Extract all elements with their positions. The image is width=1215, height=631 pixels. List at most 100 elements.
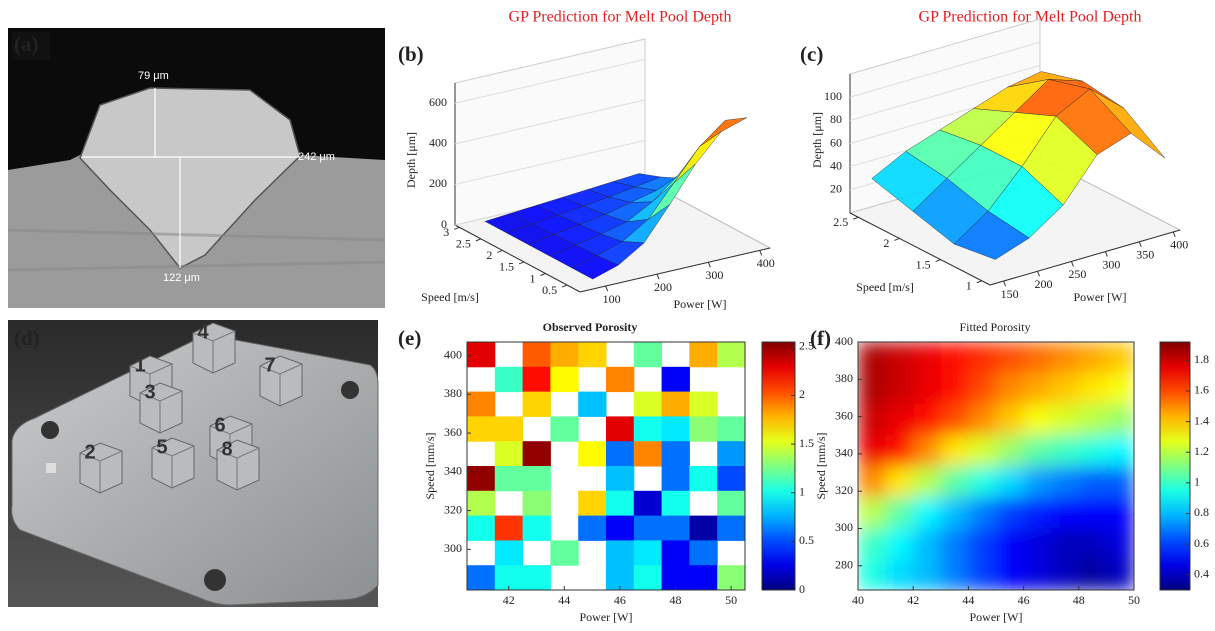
- colorbar-tick-label: 1.8: [1194, 352, 1209, 366]
- heatmap-cell: [940, 528, 969, 560]
- heatmap-cell: [1023, 404, 1052, 436]
- z-tick-label: 20: [830, 182, 842, 196]
- heatmap-cell: [1051, 404, 1080, 436]
- z-tick-label: 200: [429, 176, 447, 190]
- cube-side: [79, 450, 123, 493]
- heatmap-cell: [858, 528, 887, 560]
- heatmap-cell: [1078, 497, 1107, 529]
- heatmap-cell: [717, 441, 746, 467]
- y-axis-label: Speed [m/s]: [421, 290, 479, 304]
- tick-mark: [1003, 280, 1007, 287]
- charts: GP Prediction for Melt Pool Depth0200400…: [404, 9, 1209, 624]
- heatmap-cell: [633, 391, 663, 417]
- z-tick-label: 80: [830, 112, 842, 126]
- colorbar-tick-label: 1.2: [1194, 444, 1209, 458]
- heatmap-cell: [968, 497, 997, 529]
- y-tick-label: 2: [883, 236, 889, 250]
- heatmap-cell: [968, 559, 997, 590]
- tick-mark: [497, 249, 503, 253]
- grid-line: [454, 99, 646, 145]
- axis-line: [989, 229, 1181, 286]
- x-tick-label: 48: [670, 593, 682, 607]
- tick-mark: [1104, 251, 1108, 257]
- heatmap-cell: [606, 466, 635, 492]
- cells: [858, 342, 1134, 590]
- cube-label: 1: [134, 354, 145, 376]
- heatmap-cell: [633, 540, 663, 566]
- heatmap-cell: [1023, 373, 1052, 405]
- heatmap-cell: [494, 441, 524, 467]
- heatmap-cell: [661, 416, 690, 442]
- heatmap-cell: [606, 416, 635, 442]
- cube-label: 5: [156, 436, 167, 458]
- tick-mark: [1138, 241, 1142, 247]
- heatmap-cell: [606, 441, 635, 467]
- colorbar-tick-label: 0.4: [1194, 566, 1209, 580]
- x-tick-label: 400: [757, 256, 775, 270]
- heatmap-cell: [940, 404, 969, 436]
- heatmap-cell: [494, 515, 524, 541]
- tick-mark: [759, 250, 763, 256]
- heatmap-cell: [606, 366, 635, 393]
- tick-mark: [853, 216, 859, 220]
- grid-line: [454, 139, 646, 185]
- cube-label: 3: [144, 381, 155, 403]
- heatmap-cell: [1106, 528, 1134, 560]
- panel-label: (e): [398, 326, 421, 350]
- heatmap-cell: [996, 466, 1025, 498]
- z-tick-label: 400: [429, 136, 447, 150]
- y-tick-label: 360: [835, 408, 853, 422]
- x-axis-label: Power [W]: [970, 610, 1023, 624]
- heatmap-cell: [633, 490, 663, 517]
- z-tick-label: 60: [830, 135, 842, 149]
- colorbar-tick-label: 1.5: [799, 436, 814, 450]
- x-tick-label: 40: [852, 593, 864, 607]
- cube-label: 4: [197, 321, 209, 343]
- heatmap-cell: [858, 559, 887, 590]
- surface-patch: [673, 131, 722, 184]
- heatmap-cell: [1106, 342, 1134, 374]
- colorbar-tick-label: 1.4: [1194, 413, 1209, 427]
- z-tick-label: 100: [824, 89, 842, 103]
- heatmap-cell: [996, 528, 1025, 560]
- z-tick-label: 40: [830, 158, 842, 172]
- heatmap-cell: [858, 373, 887, 405]
- x-tick-label: 200: [654, 280, 672, 294]
- colorbar-tick-label: 2.5: [799, 339, 814, 353]
- heatmap-cell: [996, 497, 1025, 529]
- y-axis-label: Speed [mm/s]: [423, 433, 437, 500]
- heatmap-cell: [717, 466, 746, 492]
- cube-side: [139, 390, 183, 433]
- cube-side: [216, 447, 260, 490]
- colorbar-tick-label: 0.6: [1194, 536, 1209, 550]
- y-tick-label: 3: [443, 225, 449, 239]
- heatmap-cell: [858, 342, 887, 374]
- x-tick-label: 46: [614, 593, 626, 607]
- heatmap-cell: [1023, 559, 1052, 590]
- y-tick-label: 1: [530, 271, 536, 285]
- heatmap-cell: [467, 342, 496, 368]
- heatmap-cell: [858, 435, 887, 467]
- heatmap-cell: [1051, 559, 1080, 590]
- heatmap-cell: [1051, 342, 1080, 374]
- heatmap-cell: [885, 528, 914, 560]
- heatmap-cell: [522, 490, 551, 517]
- y-tick-label: 1: [966, 279, 972, 293]
- y-tick-label: 380: [444, 386, 462, 400]
- heatmap-cell: [913, 404, 942, 436]
- heatmap-cell: [913, 466, 942, 498]
- tick-mark: [475, 238, 482, 242]
- heatmap-cell: [968, 435, 997, 467]
- heatmap-cell: [1051, 373, 1080, 405]
- heatmap-cell: [1023, 466, 1052, 498]
- heatmap-cell: [1023, 342, 1052, 374]
- colorbar-tick-label: 1: [1194, 475, 1200, 489]
- heatmap-cell: [661, 466, 690, 492]
- heatmap-cell: [689, 565, 718, 591]
- colorbar-tick-label: 0: [799, 582, 805, 596]
- heatmap-cell: [606, 515, 635, 541]
- y-tick-label: 2: [486, 248, 492, 262]
- heatmap-cell: [1051, 466, 1080, 498]
- axis-line: [849, 212, 991, 286]
- heatmap-cell: [913, 373, 942, 405]
